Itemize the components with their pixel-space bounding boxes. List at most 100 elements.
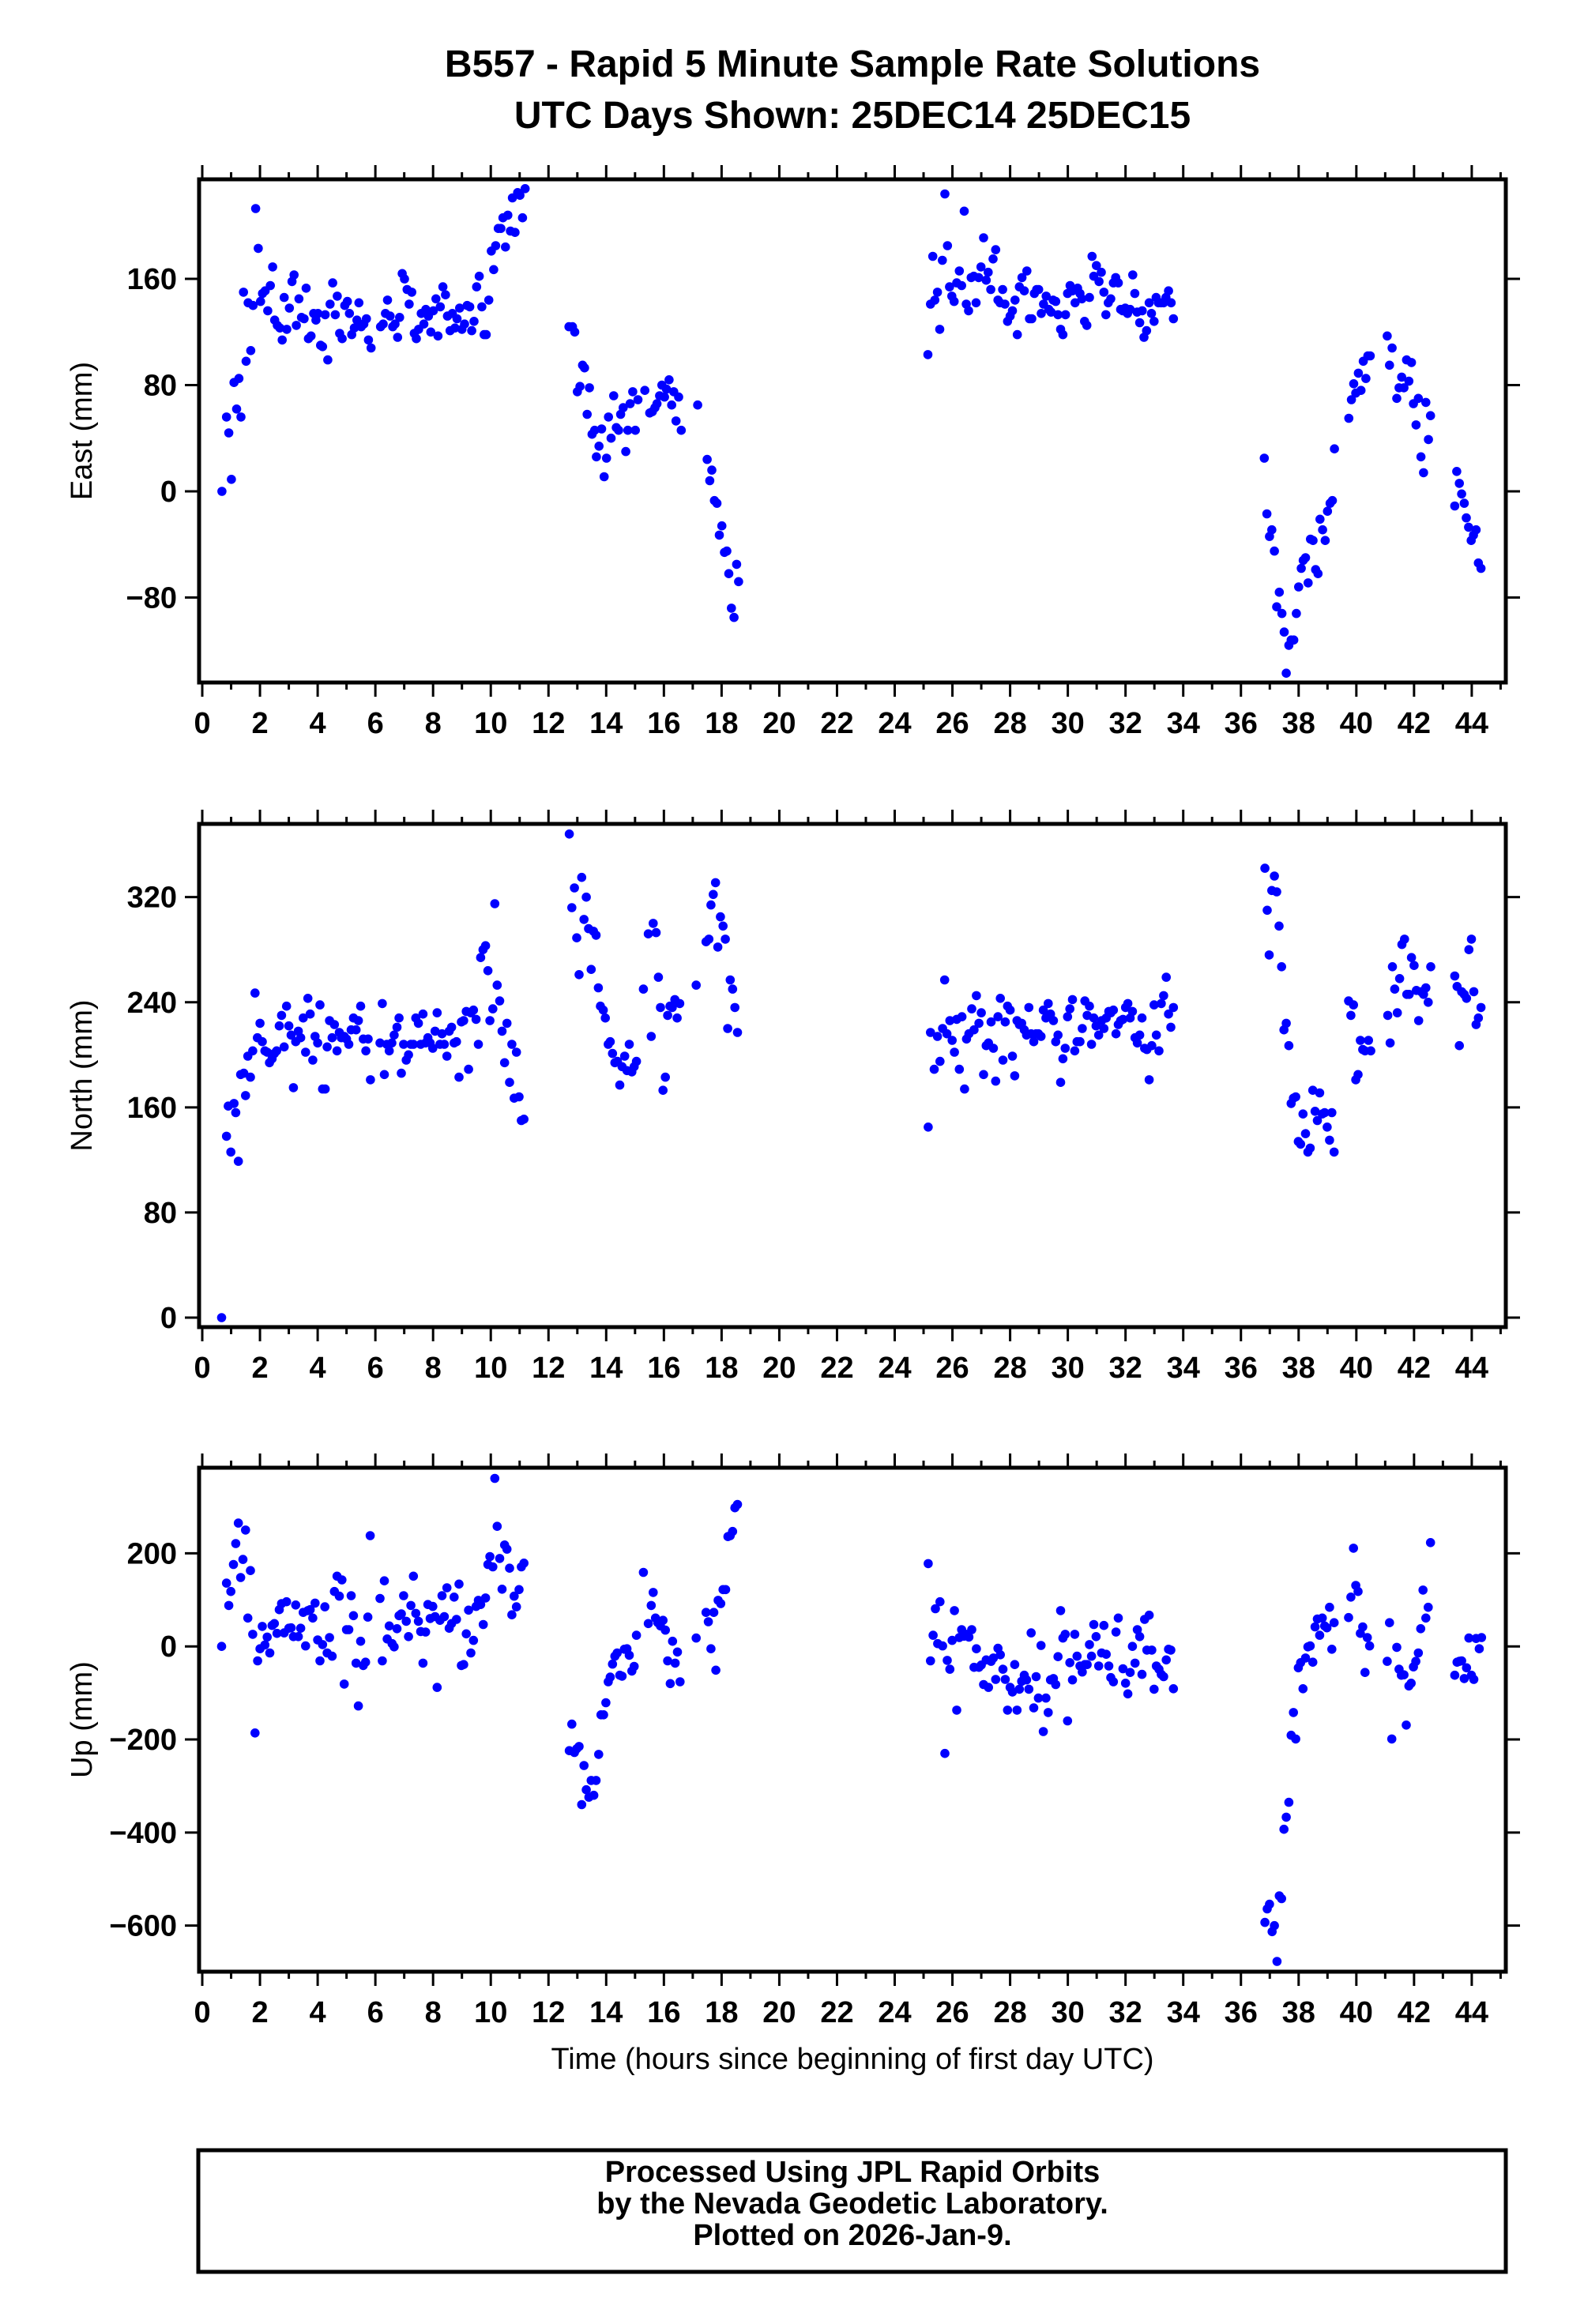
data-point [485,1551,495,1562]
data-point [497,1026,507,1036]
data-point [1330,444,1339,453]
data-point [706,900,716,910]
data-point [408,1571,419,1581]
data-point [418,1658,428,1668]
data-point [1053,1030,1063,1040]
data-point [354,298,364,308]
data-point [605,1036,615,1047]
x-tick-label: 32 [1109,707,1142,740]
data-point [327,1032,337,1043]
data-point [1082,1660,1092,1669]
data-point [633,395,643,404]
data-point [1469,1675,1479,1684]
data-point [938,255,947,265]
data-point [1166,1022,1176,1032]
data-point [437,1029,447,1039]
data-point [1024,1684,1034,1694]
data-point [675,1677,685,1687]
data-point [356,1636,366,1646]
data-point [313,309,323,318]
data-point [452,1615,461,1624]
data-point [1385,1618,1394,1627]
data-point [615,1080,625,1090]
data-point [428,1044,438,1053]
data-point [651,927,661,938]
data-point [1123,1689,1133,1699]
x-tick-label: 16 [647,1996,680,2029]
data-point [1078,1024,1087,1033]
data-point [716,912,725,922]
data-point [979,233,988,243]
panel-north: 0 2 4 6 8 10 12 14 16 18 20 22 24 26 28 30 32 34 36 38 40 42 4… [66,810,1520,1385]
data-point [329,1020,340,1029]
data-point [221,1578,231,1588]
data-point [710,878,721,888]
data-point [1281,668,1291,678]
data-point [721,1585,731,1595]
data-point [625,399,635,408]
data-point [619,403,628,412]
data-point [1138,306,1147,316]
data-point [263,306,273,316]
data-point [652,399,662,408]
data-point [1425,411,1435,420]
data-point [294,294,304,304]
data-point [932,1032,943,1041]
data-point [646,1600,657,1611]
data-point [511,1602,521,1611]
data-point [234,374,244,383]
data-point [496,224,506,234]
panel-east: 0 2 4 6 8 10 12 14 16 18 20 22 24 26 28 30 32 34 36 38 40 42 4… [66,165,1520,740]
x-tick-label: 6 [367,1996,384,2029]
data-point [1085,1001,1094,1011]
data-point [567,1719,577,1729]
footer-line2: by the Nevada Geodetic Laboratory. [596,2187,1108,2221]
data-point [1361,374,1371,383]
data-point [413,1616,423,1626]
data-point [1452,467,1462,476]
data-point [976,1008,986,1017]
x-tick-label: 2 [251,1352,268,1385]
data-point [1044,1708,1053,1717]
data-point [366,343,376,353]
data-point [351,1658,361,1668]
x-tick-label: 30 [1051,1996,1084,2029]
x-tick-label: 40 [1340,707,1373,740]
x-tick-label: 36 [1225,707,1258,740]
data-point [490,1473,500,1484]
data-point [1070,1046,1080,1056]
data-point [1159,991,1168,1001]
data-point [1310,1622,1320,1632]
data-point [490,899,500,908]
data-point [976,262,986,272]
data-point [478,1619,488,1630]
data-point [327,1651,337,1661]
data-point [334,1591,344,1601]
data-point [330,310,341,320]
data-point [488,1004,498,1013]
data-point [984,1683,993,1692]
data-point [579,915,589,924]
x-tick-label: 18 [705,1352,738,1385]
x-tick-label: 36 [1225,1352,1258,1385]
data-point [672,1013,682,1023]
data-point [366,1075,375,1085]
data-point [310,1598,320,1608]
data-point [668,1002,677,1013]
data-point [349,323,359,333]
data-point [361,1046,371,1056]
data-point [1474,1644,1484,1653]
x-tick-label: 4 [310,1352,326,1385]
x-tick-label: 0 [194,707,210,740]
data-point [348,1611,359,1621]
data-point [1281,1812,1291,1822]
data-point [591,931,601,940]
data-point [734,577,743,587]
data-point [1327,1107,1337,1118]
data-point [923,350,933,359]
data-point [1404,990,1414,999]
data-point [277,1010,287,1021]
data-point [709,1608,719,1617]
y-tick-label: −200 [109,1724,177,1757]
data-point [489,265,499,275]
